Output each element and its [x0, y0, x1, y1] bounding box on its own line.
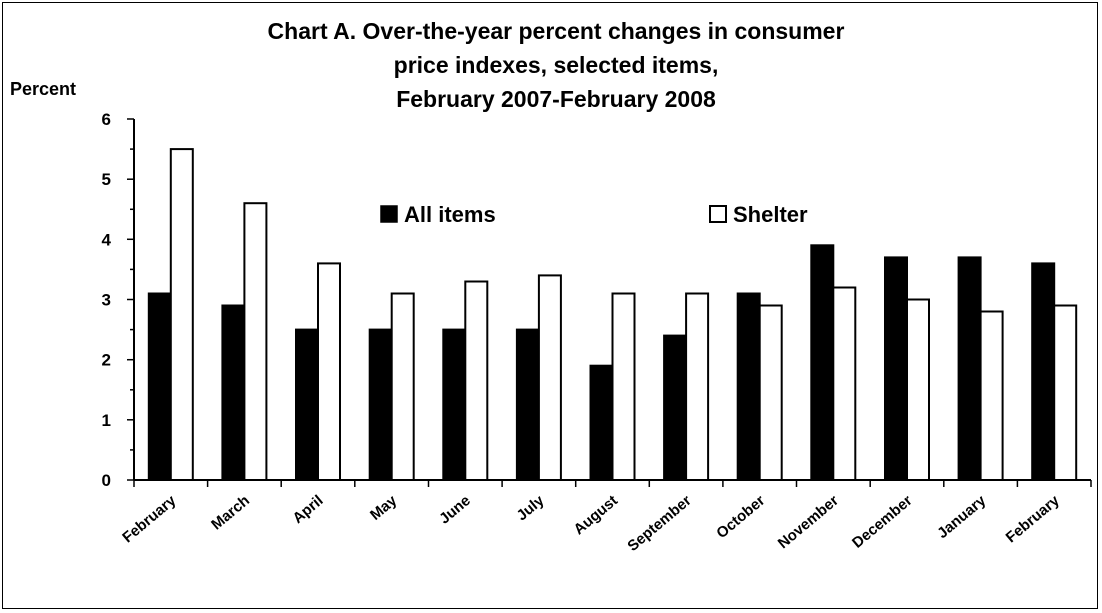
bar-shelter-12 — [1053, 304, 1078, 481]
bar-shelter-4 — [464, 280, 489, 481]
x-tick-label: January — [934, 492, 990, 542]
y-tick-label: 2 — [102, 351, 111, 370]
legend-swatch-all-items — [380, 205, 398, 223]
bars-group — [147, 148, 1078, 482]
bar-shelter-8 — [758, 304, 783, 481]
y-tick-label: 4 — [102, 230, 112, 249]
legend-label-shelter: Shelter — [733, 202, 808, 227]
legend: All items Shelter — [380, 202, 808, 227]
bar-shelter-10 — [906, 298, 930, 481]
bar-shelter-3 — [390, 292, 415, 481]
x-tick-label: February — [119, 492, 180, 547]
x-tick-label: February — [1003, 492, 1064, 547]
x-tick-label: June — [436, 492, 474, 528]
y-tick-label: 3 — [102, 291, 111, 310]
x-tick-label: September — [624, 492, 694, 555]
bar-shelter-5 — [537, 274, 562, 481]
bar-all-items-8 — [736, 292, 761, 481]
bar-all-items-3 — [368, 328, 393, 481]
bar-all-items-11 — [957, 256, 982, 481]
chart-title-line-3: February 2007-February 2008 — [396, 86, 716, 112]
x-tick-label: March — [208, 492, 253, 533]
bar-all-items-0 — [147, 292, 172, 481]
bar-all-items-10 — [884, 256, 908, 481]
x-tick-label: May — [367, 492, 401, 524]
legend-swatch-shelter — [709, 205, 727, 223]
bar-shelter-0 — [169, 148, 194, 481]
y-tick-labels: 0 1 2 3 4 5 6 — [102, 110, 112, 490]
bar-shelter-6 — [611, 292, 636, 481]
y-tick-label: 6 — [102, 110, 111, 129]
bar-shelter-2 — [317, 262, 341, 481]
chart-title: Chart A. Over-the-year percent changes i… — [268, 18, 845, 112]
bar-all-items-5 — [515, 328, 540, 481]
bar-all-items-1 — [221, 304, 246, 481]
chart-title-line-2: price indexes, selected items, — [394, 52, 719, 78]
bar-all-items-7 — [663, 334, 688, 481]
x-tick-label: October — [713, 492, 768, 542]
x-tick-label: April — [289, 492, 326, 527]
x-tick-labels: February March April May June July August Septe… — [119, 492, 1063, 555]
y-axis-label: Percent — [10, 79, 76, 99]
y-tick-label: 5 — [102, 170, 111, 189]
bar-all-items-12 — [1031, 262, 1056, 481]
bar-shelter-11 — [979, 310, 1004, 481]
y-tick-label: 0 — [102, 471, 111, 490]
x-tick-label: December — [849, 492, 916, 552]
bar-all-items-9 — [810, 244, 835, 481]
bar-shelter-7 — [685, 292, 710, 481]
x-tick-label: July — [514, 492, 548, 525]
bar-all-items-4 — [442, 328, 467, 481]
x-tick-label: August — [571, 492, 622, 538]
y-tick-label: 1 — [102, 411, 111, 430]
x-tick-label: November — [775, 492, 842, 552]
axes-group — [127, 118, 1092, 487]
legend-label-all-items: All items — [404, 202, 496, 227]
chart-title-line-1: Chart A. Over-the-year percent changes i… — [268, 18, 845, 44]
bar-shelter-1 — [243, 202, 268, 481]
bar-shelter-9 — [832, 286, 857, 481]
bar-all-items-6 — [589, 364, 614, 482]
bar-all-items-2 — [295, 328, 319, 481]
